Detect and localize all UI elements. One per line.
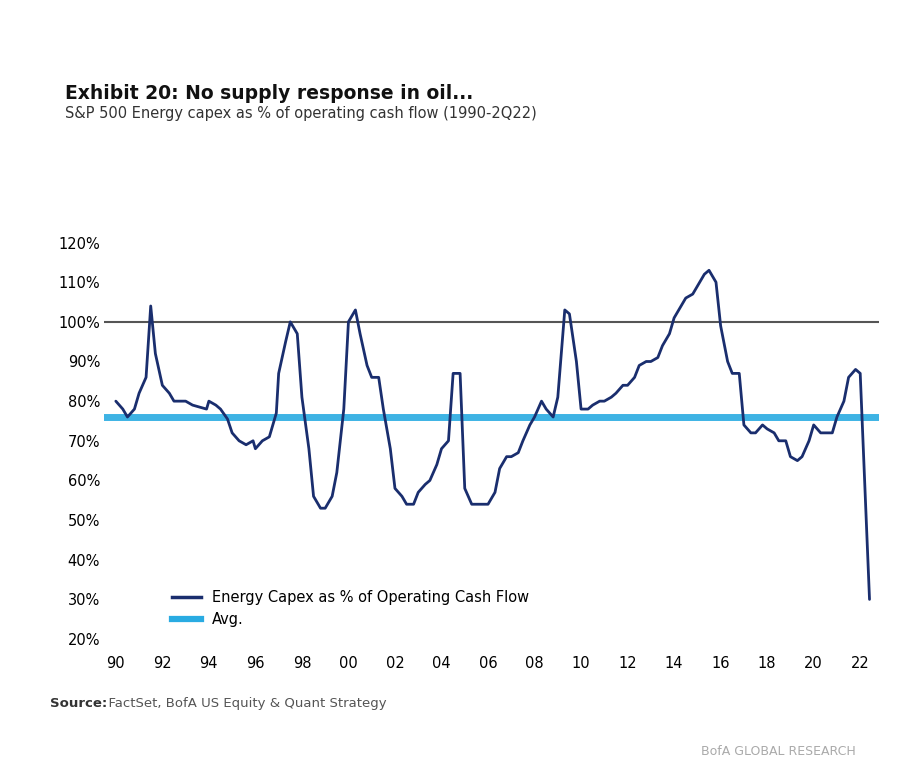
Text: FactSet, BofA US Equity & Quant Strategy: FactSet, BofA US Equity & Quant Strategy [100, 697, 386, 710]
Text: S&P 500 Energy capex as % of operating cash flow (1990-2Q22): S&P 500 Energy capex as % of operating c… [65, 106, 537, 121]
Legend: Energy Capex as % of Operating Cash Flow, Avg.: Energy Capex as % of Operating Cash Flow… [166, 584, 535, 633]
Text: BofA GLOBAL RESEARCH: BofA GLOBAL RESEARCH [701, 745, 856, 758]
Text: Exhibit 20: No supply response in oil...: Exhibit 20: No supply response in oil... [65, 84, 474, 104]
Text: Source:: Source: [50, 697, 107, 710]
